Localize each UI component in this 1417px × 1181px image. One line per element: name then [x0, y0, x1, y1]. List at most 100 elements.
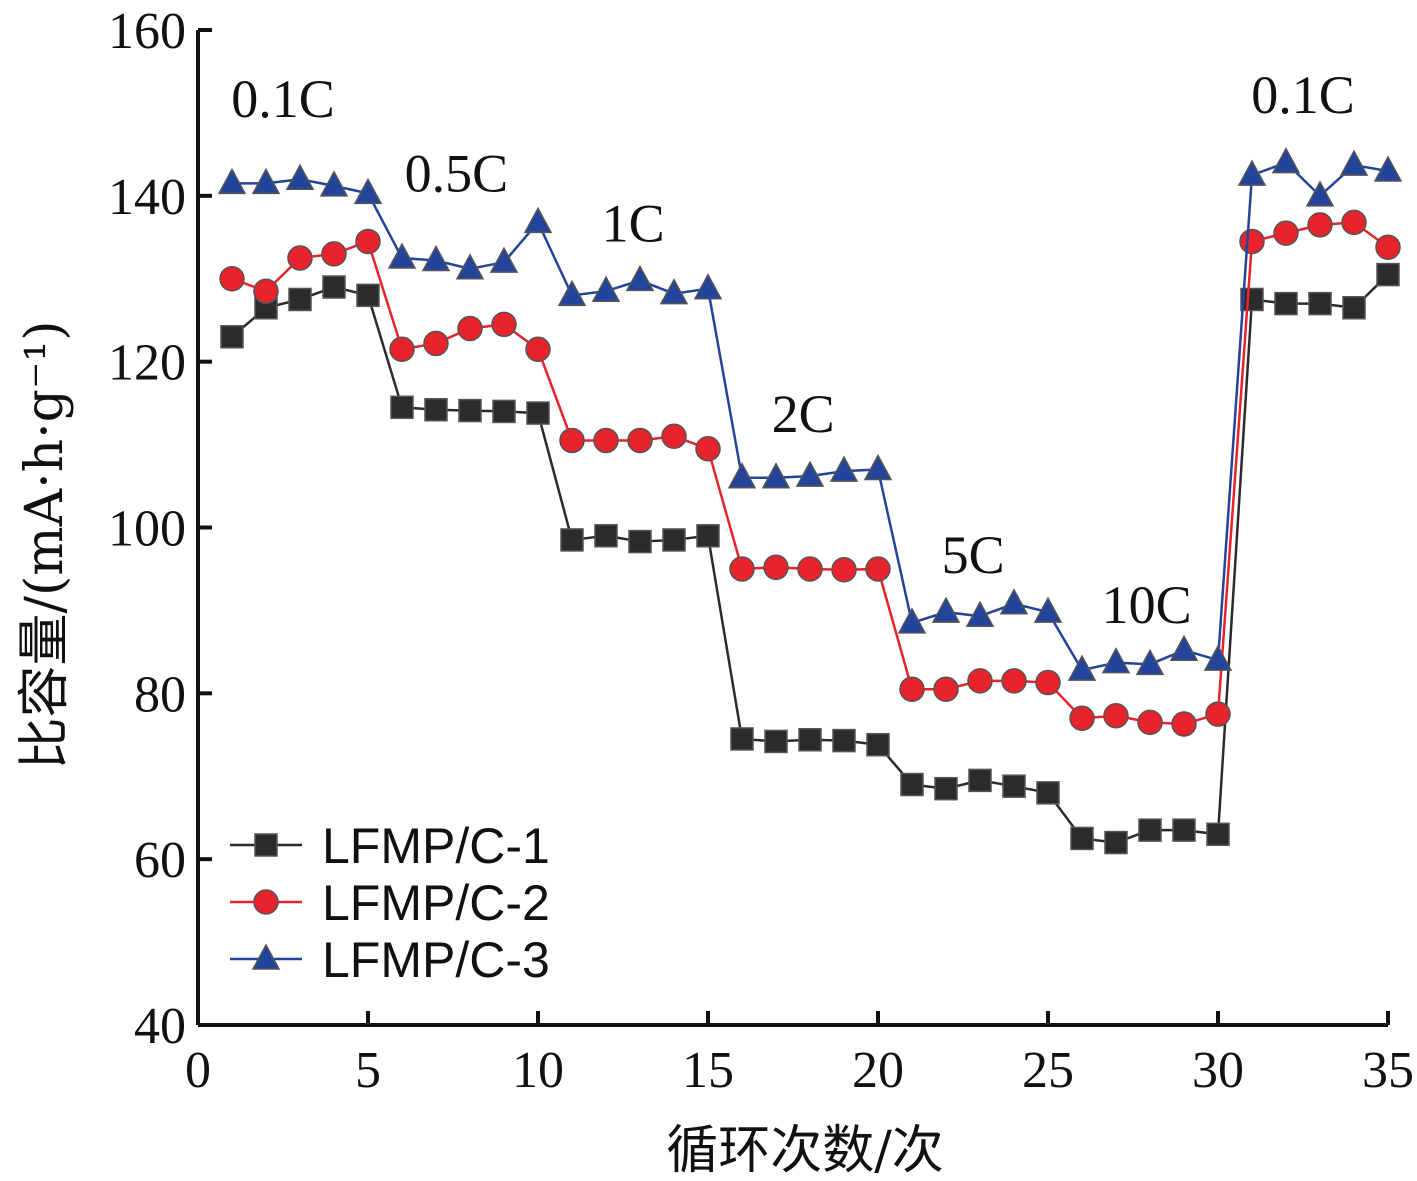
rate-label: 10C — [1102, 575, 1192, 635]
data-point — [696, 524, 720, 548]
rate-label: 0.1C — [1251, 65, 1355, 125]
y-tick-label: 160 — [108, 3, 186, 60]
data-point — [1171, 711, 1197, 737]
data-point — [795, 460, 825, 487]
data-point — [353, 177, 383, 205]
data-point — [1376, 262, 1400, 287]
data-point — [424, 398, 448, 422]
data-point — [559, 427, 585, 454]
data-point — [832, 728, 856, 753]
legend-label: LFMP/C-1 — [322, 818, 550, 874]
data-point — [1101, 647, 1131, 674]
data-point — [219, 266, 245, 292]
rate-annotations: 0.1C 0.5C 1C 2C 5C 10C 0.1C — [231, 65, 1355, 635]
rate-label: 0.1C — [231, 69, 335, 129]
data-point — [934, 776, 958, 801]
data-point — [797, 556, 823, 582]
data-point — [1307, 212, 1333, 238]
data-point — [831, 557, 857, 583]
data-point — [1138, 818, 1162, 842]
data-point — [1273, 220, 1299, 246]
data-point — [591, 275, 621, 302]
data-point — [492, 399, 516, 424]
data-point — [322, 275, 346, 299]
data-point — [251, 167, 281, 195]
data-point — [253, 278, 279, 304]
series-3 — [217, 147, 1403, 681]
data-point — [287, 245, 313, 271]
y-tick-label: 100 — [108, 501, 186, 558]
data-point — [662, 528, 686, 552]
x-axis-title: 循环次数/次 — [666, 1121, 944, 1181]
data-point — [319, 170, 349, 197]
data-point — [458, 398, 482, 423]
data-point — [931, 596, 961, 623]
y-tick-label: 80 — [134, 666, 186, 723]
data-point — [1135, 648, 1165, 676]
data-point — [1002, 774, 1026, 798]
data-point — [525, 336, 551, 362]
x-tick-label: 5 — [355, 1042, 381, 1099]
data-point — [999, 588, 1029, 615]
data-point — [1070, 826, 1094, 851]
data-point — [491, 311, 517, 338]
data-point — [390, 395, 414, 420]
data-point — [355, 228, 381, 255]
data-point — [526, 401, 550, 425]
data-point — [1103, 702, 1129, 729]
data-point — [1206, 822, 1230, 847]
data-point — [1033, 596, 1063, 623]
data-point — [693, 273, 723, 300]
data-point — [1137, 709, 1163, 736]
data-point — [1069, 705, 1095, 731]
data-point — [1271, 147, 1301, 174]
data-point — [628, 529, 652, 554]
data-point — [829, 455, 859, 482]
data-point — [594, 524, 618, 548]
data-point — [729, 556, 755, 582]
legend-marker — [254, 833, 278, 857]
data-point — [288, 287, 312, 312]
data-point — [1341, 209, 1367, 236]
data-point — [1305, 180, 1335, 207]
data-point — [897, 607, 927, 634]
data-point — [489, 246, 519, 273]
data-point — [1274, 291, 1298, 316]
x-tick-label: 35 — [1362, 1042, 1414, 1099]
data-point — [1237, 159, 1267, 186]
data-point — [1203, 644, 1233, 671]
data-point — [1172, 818, 1196, 842]
x-tick-label: 25 — [1022, 1042, 1074, 1099]
legend-item: LFMP/C-3 — [230, 932, 550, 988]
x-tick-label: 15 — [682, 1042, 734, 1099]
data-point — [695, 435, 721, 462]
y-tick-label: 120 — [108, 335, 186, 392]
data-point — [1169, 634, 1199, 661]
data-point — [423, 330, 449, 357]
data-point — [557, 279, 587, 307]
x-tick-label: 0 — [185, 1042, 211, 1099]
x-tick-label: 20 — [852, 1042, 904, 1099]
rate-label: 2C — [772, 384, 835, 444]
data-point — [217, 167, 247, 195]
legend-label: LFMP/C-2 — [322, 875, 550, 931]
data-point — [763, 554, 789, 581]
x-tick-label: 30 — [1192, 1042, 1244, 1099]
y-tick-label: 40 — [134, 998, 186, 1055]
data-point — [900, 772, 924, 797]
data-point — [593, 427, 619, 454]
data-point — [899, 676, 925, 702]
data-point — [1342, 296, 1366, 320]
data-point — [1067, 654, 1097, 681]
data-point — [865, 556, 891, 582]
series-group — [217, 147, 1403, 855]
data-point — [764, 729, 788, 754]
data-point — [863, 453, 893, 481]
data-point — [421, 244, 451, 272]
rate-label: 0.5C — [405, 144, 509, 204]
data-point — [761, 462, 791, 489]
data-point — [1339, 149, 1369, 176]
data-point — [1036, 781, 1060, 805]
legend-item: LFMP/C-1 — [230, 818, 550, 874]
